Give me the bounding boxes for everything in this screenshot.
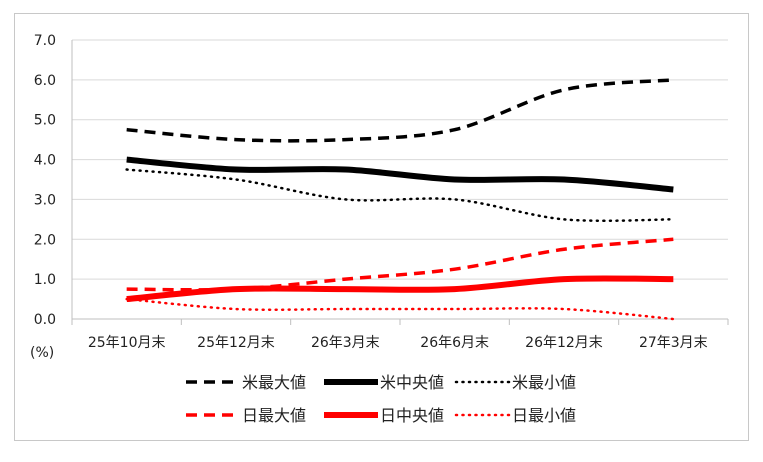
- series-lines: [125, 78, 675, 321]
- y-tick-label: 5.0: [34, 113, 56, 129]
- y-tick-label: 2.0: [34, 232, 56, 248]
- legend-label: 米中央値: [380, 373, 444, 392]
- y-axis-unit: (%): [30, 345, 54, 361]
- legend-item: 米最大値: [186, 373, 306, 392]
- x-tick-label: 26年12月末: [525, 335, 603, 351]
- y-tick-label: 3.0: [34, 192, 56, 208]
- series-line: [126, 237, 674, 292]
- legend-label: 米最小値: [512, 373, 576, 392]
- legend-label: 日最大値: [242, 406, 306, 425]
- series-line: [126, 156, 674, 193]
- x-tick-label: 26年3月末: [311, 335, 380, 351]
- legend-item: 米中央値: [324, 373, 444, 392]
- series-line: [126, 275, 674, 303]
- x-axis-ticks: 25年10月末 25年12月末 26年3月末 26年6月末 26年12月末 27年3月末: [71, 319, 729, 351]
- legend-label: 米最大値: [242, 373, 306, 392]
- chart-frame: [14, 13, 749, 441]
- y-tick-label: 4.0: [34, 153, 56, 169]
- x-tick-label: 25年10月末: [88, 335, 166, 351]
- legend-label: 日最小値: [512, 406, 576, 425]
- x-tick-label: 26年6月末: [420, 335, 489, 351]
- x-tick-label: 25年12月末: [197, 335, 275, 351]
- series-line: [125, 168, 675, 223]
- y-axis-ticks: 0.0 1.0 2.0 3.0 4.0 5.0 6.0 7.0: [34, 33, 56, 328]
- legend-item: 日最小値: [454, 406, 576, 425]
- y-tick-label: 6.0: [34, 73, 56, 89]
- legend-item: 日中央値: [324, 406, 444, 425]
- legend-item: 日最大値: [186, 406, 306, 425]
- x-tick-label: 27年3月末: [639, 335, 708, 351]
- legend-label: 日中央値: [380, 406, 444, 425]
- y-tick-label: 0.0: [34, 312, 56, 328]
- y-tick-label: 7.0: [34, 33, 56, 49]
- legend-item: 米最小値: [454, 373, 576, 392]
- y-tick-label: 1.0: [34, 272, 56, 288]
- series-line: [126, 78, 674, 143]
- series-line: [125, 297, 675, 321]
